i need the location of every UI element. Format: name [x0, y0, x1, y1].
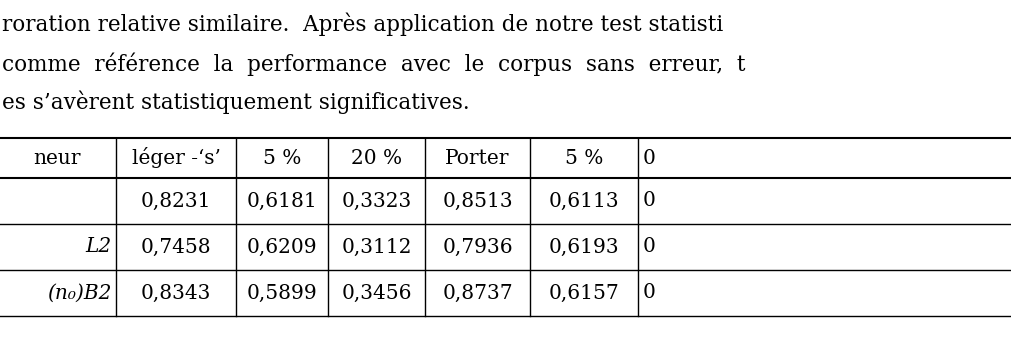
Text: léger -‘s’: léger -‘s’ [131, 148, 220, 169]
Text: 0,8513: 0,8513 [442, 192, 513, 211]
Text: es s’avèrent statistiquement significatives.: es s’avèrent statistiquement significati… [2, 90, 470, 114]
Text: 0,6193: 0,6193 [549, 237, 620, 257]
Text: L2: L2 [85, 237, 111, 257]
Text: roration relative similaire.  Après application de notre test statisti: roration relative similaire. Après appli… [2, 12, 723, 35]
Text: 20 %: 20 % [351, 149, 402, 168]
Text: comme  référence  la  performance  avec  le  corpus  sans  erreur,  t: comme référence la performance avec le c… [2, 52, 745, 75]
Text: 0,8343: 0,8343 [141, 283, 211, 302]
Text: 0,3323: 0,3323 [342, 192, 411, 211]
Text: (n₀)B2: (n₀)B2 [47, 283, 111, 302]
Text: 5 %: 5 % [565, 149, 604, 168]
Text: Porter: Porter [445, 149, 510, 168]
Text: 0,7936: 0,7936 [442, 237, 513, 257]
Text: neur: neur [33, 149, 81, 168]
Text: 0: 0 [643, 283, 656, 302]
Text: 0,6157: 0,6157 [549, 283, 620, 302]
Text: 0,6209: 0,6209 [247, 237, 317, 257]
Text: 0: 0 [643, 237, 656, 257]
Text: 0,8231: 0,8231 [141, 192, 211, 211]
Text: 0,3456: 0,3456 [342, 283, 411, 302]
Text: 0,5899: 0,5899 [247, 283, 317, 302]
Text: 0,6113: 0,6113 [549, 192, 620, 211]
Text: 0,6181: 0,6181 [247, 192, 317, 211]
Text: 0,3112: 0,3112 [342, 237, 411, 257]
Text: 0,7458: 0,7458 [141, 237, 211, 257]
Text: 0,8737: 0,8737 [442, 283, 513, 302]
Text: 0: 0 [643, 192, 656, 211]
Text: 5 %: 5 % [263, 149, 301, 168]
Text: 0: 0 [643, 149, 656, 168]
